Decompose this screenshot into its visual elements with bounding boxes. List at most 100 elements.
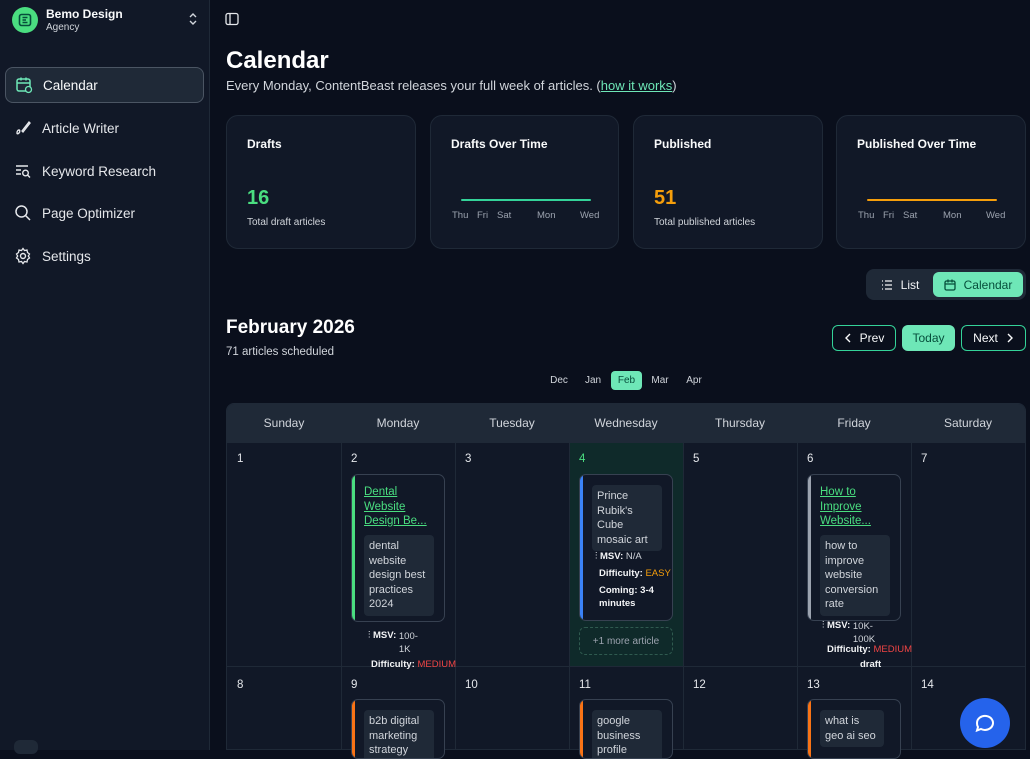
- scheduled-count: 71 articles scheduled: [226, 346, 335, 358]
- chevron-right-icon: [1007, 333, 1013, 343]
- sidebar-item-label: Article Writer: [42, 120, 120, 136]
- how-it-works-link[interactable]: how it works: [600, 78, 673, 93]
- event-card-draft[interactable]: How to Improve Website... how to improve…: [807, 474, 901, 621]
- more-articles-button[interactable]: +1 more article: [579, 627, 673, 655]
- divider: [569, 404, 570, 749]
- event-card-scheduled[interactable]: Prince Rubik's Cube mosaic art ⫶ MSV: N/…: [579, 474, 673, 621]
- axis-label: Mon: [943, 210, 962, 221]
- day-number: 12: [693, 679, 706, 691]
- msv-label: ⫶ MSV: 10K-100K: [822, 620, 876, 645]
- drafts-count: 16: [247, 187, 270, 209]
- chevron-left-icon: [844, 333, 851, 343]
- day-number-today: 4: [579, 453, 586, 465]
- day-number: 7: [921, 453, 928, 465]
- stat-card-drafts: Drafts 16 Total draft articles: [226, 115, 416, 249]
- month-option-selected[interactable]: Feb: [611, 371, 642, 390]
- today-button[interactable]: Today: [902, 325, 955, 351]
- calendar-clock-icon: [16, 77, 33, 94]
- list-view-button[interactable]: List: [870, 272, 930, 297]
- sidebar-item-article-writer[interactable]: Article Writer: [5, 110, 204, 146]
- sidebar-item-page-optimizer[interactable]: Page Optimizer: [5, 195, 204, 231]
- day-number: 1: [237, 453, 244, 465]
- month-option[interactable]: Apr: [686, 375, 702, 386]
- sidebar-item-label: Keyword Research: [42, 163, 157, 179]
- sidebar-item-keyword-research[interactable]: Keyword Research: [5, 153, 204, 189]
- day-number: 3: [465, 453, 472, 465]
- prev-button[interactable]: Prev: [832, 325, 896, 351]
- day-number: 13: [807, 679, 820, 691]
- published-sparkline: [867, 199, 997, 201]
- weekday-label: Friday: [837, 416, 871, 430]
- gear-icon: [15, 247, 31, 265]
- event-status-bar: [808, 475, 811, 620]
- calendar-view-button[interactable]: Calendar: [933, 272, 1023, 297]
- status-badge: draft: [860, 659, 882, 670]
- sidebar-item-settings[interactable]: Settings: [5, 238, 204, 274]
- keyword-chip: what is geo ai seo: [820, 710, 884, 747]
- event-status-bar: [580, 475, 583, 620]
- msv-label: ⫶ MSV: 100-1K: [368, 630, 418, 655]
- workspace-type: Agency: [46, 22, 80, 33]
- event-card[interactable]: b2b digital marketing strategy: [351, 699, 445, 759]
- sidebar-toggle-icon[interactable]: [225, 12, 239, 26]
- keyword-chip: dental website design best practices 202…: [364, 535, 434, 616]
- published-count: 51: [654, 187, 677, 209]
- weekday-label: Saturday: [943, 416, 993, 430]
- list-icon: [881, 279, 892, 290]
- search-icon: [15, 205, 31, 221]
- axis-label: Mon: [537, 210, 556, 221]
- user-menu-button[interactable]: [14, 740, 38, 754]
- axis-label: Thu: [858, 210, 875, 221]
- chart-icon: ⫶: [822, 620, 828, 631]
- msv-label: ⫶ MSV: N/A: [595, 551, 642, 562]
- workspace-logo-icon: [12, 7, 38, 33]
- stat-title: Drafts Over Time: [451, 137, 548, 151]
- day-number: 10: [465, 679, 478, 691]
- sidebar-item-label: Calendar: [43, 77, 98, 93]
- article-title-link[interactable]: How to Improve Website...: [820, 486, 871, 527]
- stat-description: Total draft articles: [247, 217, 326, 228]
- chat-support-button[interactable]: [960, 698, 1010, 748]
- day-number: 2: [351, 453, 358, 465]
- event-status-bar: [580, 700, 583, 758]
- sidebar: Bemo Design Agency Calendar Article Writ…: [0, 0, 210, 754]
- event-card[interactable]: what is geo ai seo: [807, 699, 901, 759]
- axis-label: Wed: [580, 210, 600, 221]
- keyword-chip: b2b digital marketing strategy: [364, 710, 434, 758]
- stat-title: Published: [654, 137, 712, 151]
- article-title-link[interactable]: Dental Website Design Be...: [364, 486, 427, 527]
- workspace-switcher[interactable]: Bemo Design Agency: [10, 6, 200, 36]
- month-option[interactable]: Jan: [584, 375, 602, 386]
- pen-icon: [16, 120, 31, 135]
- axis-label: Fri: [883, 210, 895, 221]
- page-subtitle: Every Monday, ContentBeast releases your…: [226, 78, 677, 93]
- event-status-bar: [352, 475, 355, 621]
- weekday-label: Wednesday: [594, 416, 658, 430]
- drafts-sparkline: [461, 199, 591, 201]
- stat-title: Drafts: [247, 137, 282, 151]
- keyword-chip: how to improve website conversion rate: [820, 535, 890, 616]
- sidebar-item-calendar[interactable]: Calendar: [5, 67, 204, 103]
- month-option[interactable]: Dec: [550, 375, 568, 386]
- stat-card-published: Published 51 Total published articles: [633, 115, 823, 249]
- axis-label: Fri: [477, 210, 489, 221]
- axis-label: Thu: [452, 210, 469, 221]
- day-number: 6: [807, 453, 814, 465]
- month-option[interactable]: Mar: [651, 375, 669, 386]
- sidebar-item-label: Settings: [42, 248, 91, 264]
- day-number: 14: [921, 679, 934, 691]
- keyword-chip: Prince Rubik's Cube mosaic art: [592, 485, 662, 551]
- chevron-up-down-icon[interactable]: [188, 12, 198, 26]
- event-card-published[interactable]: Dental Website Design Be... dental websi…: [351, 474, 445, 622]
- next-button[interactable]: Next: [961, 325, 1026, 351]
- divider: [683, 404, 684, 749]
- day-number: 8: [237, 679, 244, 691]
- page-title: Calendar: [226, 47, 329, 74]
- weekday-label: Tuesday: [489, 416, 535, 430]
- chart-icon: ⫶: [595, 551, 601, 562]
- divider: [227, 442, 1025, 443]
- difficulty-label: Difficulty: EASY: [599, 568, 671, 579]
- view-toggle: List Calendar: [866, 269, 1026, 300]
- weekday-label: Thursday: [714, 416, 766, 430]
- event-card[interactable]: google business profile: [579, 699, 673, 759]
